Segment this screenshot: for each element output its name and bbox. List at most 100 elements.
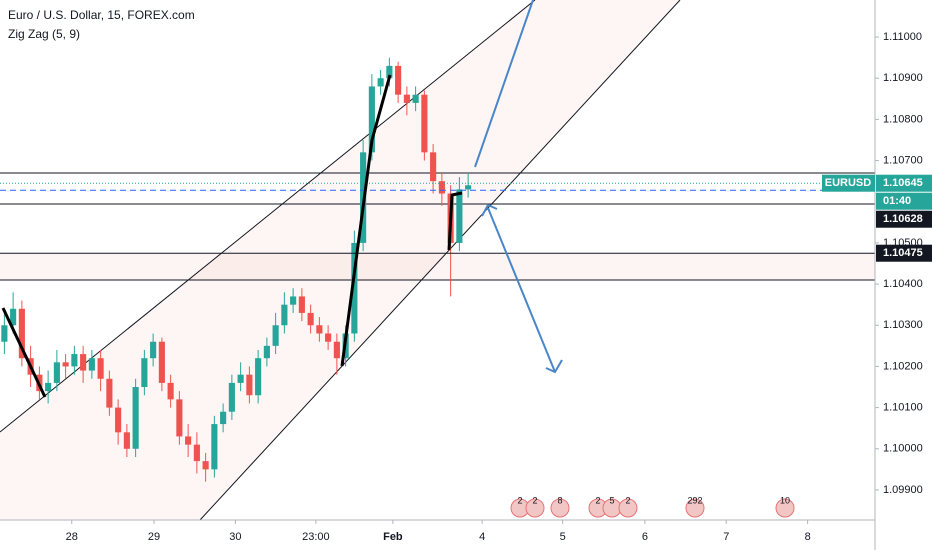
event-badge-label: 2	[595, 495, 600, 505]
event-badge	[775, 498, 795, 518]
level-label-box	[876, 244, 932, 262]
arrow-head	[481, 203, 498, 217]
candle-body	[80, 354, 87, 371]
y-tick-label: 1.10400	[883, 278, 923, 290]
last-price-label: 1.10645	[883, 177, 923, 189]
candle-body	[465, 185, 472, 190]
chart-title: Euro / U.S. Dollar, 15, FOREX.com	[8, 8, 195, 22]
channel-lower	[199, 0, 681, 521]
x-tick-label: Feb	[383, 531, 403, 543]
candle-body	[71, 354, 78, 367]
x-tick-label: 29	[148, 531, 160, 543]
candle-body	[45, 382, 52, 392]
candle-body	[158, 341, 165, 383]
candle-body	[62, 362, 69, 367]
x-tick-label: 23:00	[302, 531, 330, 543]
candle-body	[281, 304, 288, 326]
candle-body	[167, 382, 174, 400]
event-badge-label: 8	[557, 495, 562, 505]
level-label-box	[876, 210, 932, 228]
candle-body	[141, 358, 148, 388]
candle-body	[438, 181, 445, 194]
countdown-label: 01:40	[883, 195, 911, 207]
symbol-tag-box	[822, 174, 875, 192]
x-tick-label: 4	[479, 531, 485, 543]
axes: 1.110001.109001.108001.107001.105001.104…	[66, 31, 932, 543]
indicator-label: Zig Zag (5, 9)	[8, 27, 80, 41]
event-badge	[525, 498, 545, 518]
arrow-up	[474, 0, 534, 168]
candle-body	[386, 65, 393, 79]
event-badge-label: 2	[517, 495, 522, 505]
event-badge-label: 5	[609, 495, 614, 505]
candle-body	[368, 86, 375, 153]
candle-body	[88, 358, 95, 371]
zigzag	[447, 191, 463, 251]
event-badge-label: 2	[625, 495, 630, 505]
zone-fill	[0, 253, 875, 280]
event-badge	[685, 498, 705, 518]
candle-body	[53, 362, 60, 383]
price-axis	[875, 0, 932, 550]
last-price-label-box	[876, 174, 932, 192]
candle-body	[123, 432, 130, 449]
event-badge-label: 292	[687, 495, 702, 505]
candle-body	[176, 399, 183, 437]
candle-body	[325, 333, 332, 342]
y-tick-label: 1.10800	[883, 113, 923, 125]
candle-body	[202, 461, 209, 470]
x-tick-label: 6	[642, 531, 648, 543]
candle-body	[1, 325, 8, 342]
y-tick-label: 1.10300	[883, 319, 923, 331]
candle-body	[290, 296, 297, 305]
x-tick-label: 28	[66, 531, 78, 543]
candle-body	[298, 296, 305, 313]
candle-body	[115, 407, 122, 433]
candle-body	[263, 345, 270, 359]
event-badge-label: 10	[780, 495, 790, 505]
candle-body	[228, 382, 235, 412]
candle-body	[97, 358, 104, 379]
candle-body	[185, 436, 192, 445]
candle-body	[211, 424, 218, 470]
arrow-head	[545, 359, 563, 374]
symbol-tag: EURUSD	[825, 177, 872, 189]
candle-body	[421, 94, 428, 153]
candle-body	[193, 444, 200, 462]
y-tick-label: 1.10200	[883, 360, 923, 372]
candle-body	[456, 189, 463, 243]
candle-body	[150, 341, 157, 359]
candle-body	[412, 94, 419, 103]
x-tick-label: 30	[229, 531, 241, 543]
zigzag	[1, 307, 47, 398]
level-label: 1.10475	[883, 247, 923, 259]
event-badge-label: 2	[532, 495, 537, 505]
y-tick-label: 1.10700	[883, 154, 923, 166]
candle-body	[18, 308, 25, 359]
time-axis	[0, 520, 875, 550]
candle-body	[246, 374, 253, 396]
x-tick-label: 8	[805, 531, 811, 543]
candle-body	[351, 242, 358, 334]
candle-body	[333, 341, 340, 359]
x-tick-label: 5	[560, 531, 566, 543]
event-badge	[550, 498, 570, 518]
arrow-down	[487, 207, 556, 373]
candle-body	[395, 65, 402, 95]
candle-body	[430, 152, 437, 182]
x-tick-label: 7	[723, 531, 729, 543]
countdown-label-box	[876, 192, 932, 210]
y-tick-label: 1.10100	[883, 402, 923, 414]
y-tick-label: 1.11000	[883, 31, 922, 43]
candle-body	[106, 378, 113, 408]
event-badge	[618, 498, 638, 518]
candle-body	[10, 308, 17, 326]
candle-body	[403, 94, 410, 103]
candle-body	[272, 325, 279, 346]
y-tick-label: 1.10000	[883, 443, 923, 455]
candle-body	[255, 358, 262, 396]
candle-body	[220, 411, 227, 425]
candle-body	[316, 325, 323, 334]
candle-body	[237, 374, 244, 383]
candle-body	[377, 78, 384, 87]
